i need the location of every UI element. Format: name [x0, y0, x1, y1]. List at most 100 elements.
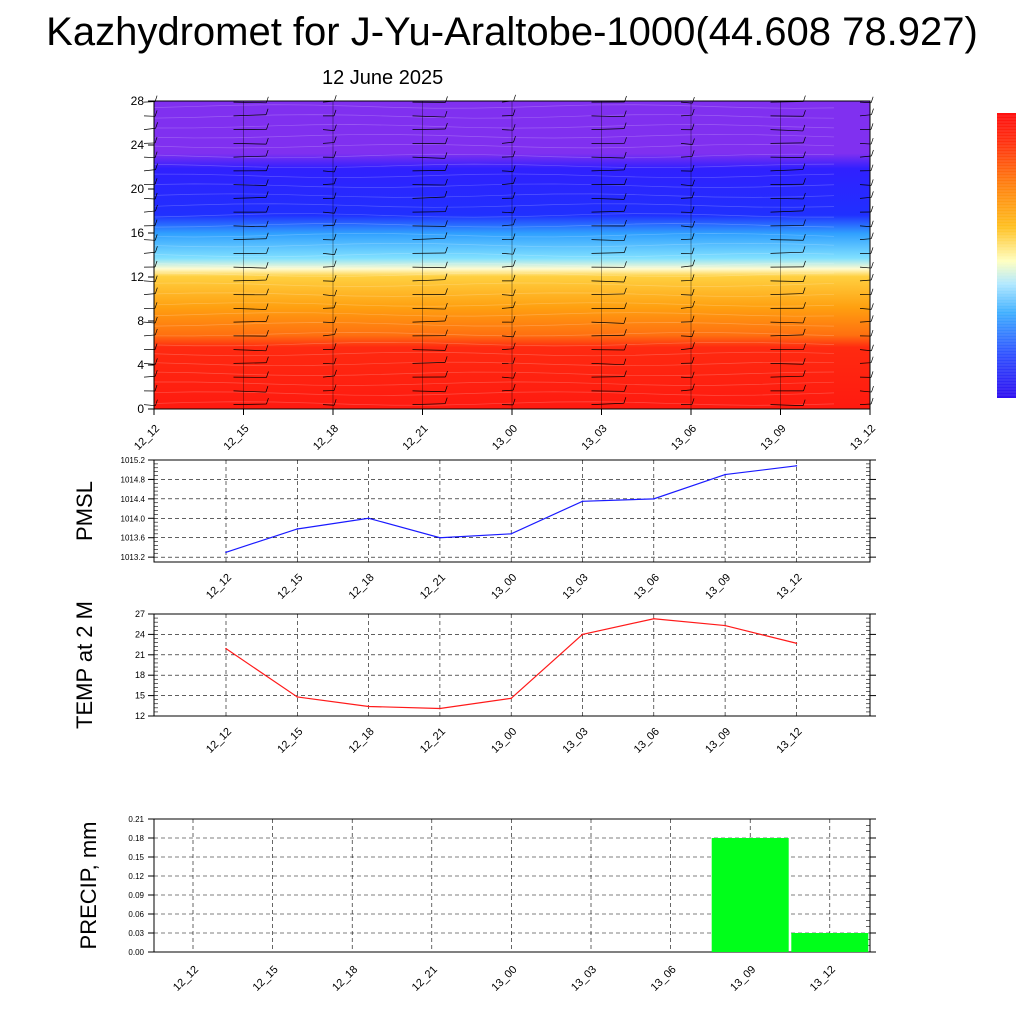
wind-barb — [322, 266, 335, 268]
wind-barb-flag — [266, 164, 269, 171]
wind-barb-flag — [333, 357, 337, 365]
wind-barb — [501, 389, 514, 392]
wind-barb-flag — [870, 96, 874, 103]
wind-barb-flag — [154, 302, 158, 309]
wind-barb-flag — [803, 151, 806, 158]
wind-barb — [233, 308, 267, 310]
heatmap-contour — [153, 213, 835, 218]
heatmap-contour — [153, 351, 835, 357]
wind-barb — [591, 321, 624, 324]
wind-barb — [412, 225, 446, 227]
heatmap-contour — [153, 183, 835, 188]
wind-barb-flag — [802, 328, 806, 335]
wind-barb — [412, 403, 446, 405]
precip-x-tick-label: 13_12 — [808, 964, 838, 994]
heatmap-contour — [153, 242, 835, 248]
wind-barb-flag — [334, 207, 337, 214]
wind-barb — [501, 224, 514, 227]
wind-barb — [412, 361, 446, 364]
wind-barb-flag — [513, 330, 516, 337]
wind-barb-flag — [445, 370, 448, 378]
wind-barb-flag — [333, 109, 337, 117]
heatmap-x-tick-label: 13_03 — [580, 423, 610, 453]
pmsl-data-point — [439, 536, 441, 539]
temp-x-tick-label: 13_12 — [774, 726, 804, 756]
wind-barb — [859, 266, 872, 269]
wind-barb-flag — [334, 289, 337, 297]
wind-barb — [322, 183, 335, 185]
wind-barb-flag — [266, 330, 269, 337]
heatmap-y-tick-label: 16 — [131, 226, 145, 240]
wind-barb-flag — [266, 205, 269, 213]
wind-barb — [770, 210, 803, 213]
wind-barb — [412, 156, 445, 159]
wind-barb — [591, 293, 625, 295]
wind-barb — [233, 349, 266, 352]
temp-x-tick-label: 12_12 — [204, 726, 234, 756]
page-date: 12 June 2025 — [322, 67, 444, 89]
wind-barb-flag — [802, 124, 806, 132]
wind-temperature-heatmap: 0 4 8 12 16 20 24 28 12_12 12_15 12_18 12_21 13_00 13… — [131, 94, 878, 453]
precip-x-tick-label: 13_09 — [728, 964, 758, 994]
wind-barb-flag — [513, 218, 516, 225]
wind-barb-flag — [691, 289, 695, 296]
wind-barb-flag — [691, 123, 695, 130]
wind-barb — [501, 265, 514, 268]
pmsl-x-tick-label: 13_03 — [561, 572, 591, 602]
wind-barb-flag — [512, 289, 516, 296]
wind-barb-flag — [512, 384, 516, 391]
wind-barb — [501, 141, 514, 144]
wind-barb — [680, 335, 693, 337]
wind-barb-flag — [691, 330, 695, 337]
wind-barb-flag — [870, 205, 874, 213]
wind-barb-flag — [154, 384, 158, 392]
wind-barb-flag — [802, 275, 806, 282]
heatmap-y-tick-label: 12 — [131, 270, 145, 284]
wind-barb — [501, 294, 514, 296]
pmsl-y-tick-label: 1014.8 — [121, 475, 146, 484]
heatmap-y-tick-label: 8 — [137, 314, 144, 328]
wind-barb-flag — [512, 316, 516, 323]
temp-x-tick-label: 12_21 — [418, 726, 448, 756]
wind-barb-flag — [445, 288, 448, 295]
wind-barb-flag — [266, 371, 269, 378]
heatmap-contour — [153, 302, 835, 307]
wind-barb — [591, 128, 625, 130]
heatmap-contour — [153, 322, 835, 327]
wind-barb-flag — [802, 399, 806, 406]
wind-barb-flag — [512, 274, 516, 281]
pmsl-data-point — [653, 498, 655, 500]
wind-barb-flag — [512, 398, 516, 405]
wind-barb — [591, 169, 625, 172]
wind-barb-flag — [154, 234, 158, 241]
temp-data-point — [653, 617, 655, 620]
wind-barb-flag — [444, 302, 448, 310]
wind-barb-flag — [692, 179, 695, 186]
wind-barb-flag — [624, 343, 627, 351]
heatmap-x-tick-label: 13_00 — [490, 423, 520, 453]
heatmap-y-tick-label: 4 — [137, 358, 144, 372]
pmsl-x-tick-label: 12_18 — [347, 572, 377, 602]
wind-barb-flag — [155, 122, 158, 129]
temp-frame — [153, 613, 871, 717]
pmsl-x-tick-label: 13_12 — [774, 572, 804, 602]
precip-y-axis-label: PRECIP, mm — [76, 822, 101, 950]
wind-barb-flag — [155, 399, 158, 406]
heatmap-contour — [153, 361, 835, 367]
wind-barb-flag — [623, 193, 627, 200]
wind-barb-flag — [444, 232, 448, 239]
wind-barb-flag — [512, 206, 516, 213]
wind-barb-flag — [444, 344, 448, 351]
wind-barb-flag — [803, 343, 806, 350]
heatmap-contour — [153, 312, 835, 317]
wind-barb — [412, 349, 446, 351]
pmsl-x-tick-label: 13_09 — [703, 572, 733, 602]
wind-barb — [859, 238, 872, 240]
wind-barb-flag — [444, 356, 448, 363]
wind-barb-flag — [512, 165, 516, 172]
wind-barb — [143, 239, 156, 241]
wind-barb-flag — [512, 192, 516, 199]
wind-barb-flag — [691, 191, 695, 198]
wind-barb-flag — [802, 246, 806, 253]
wind-barb — [233, 238, 267, 240]
